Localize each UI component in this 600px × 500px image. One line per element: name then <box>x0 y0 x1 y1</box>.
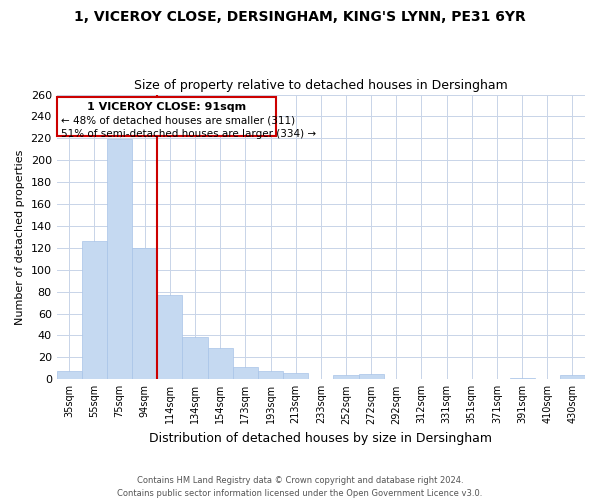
Bar <box>208 348 233 380</box>
Text: ← 48% of detached houses are smaller (311): ← 48% of detached houses are smaller (31… <box>61 116 295 126</box>
Bar <box>359 374 384 380</box>
Text: 51% of semi-detached houses are larger (334) →: 51% of semi-detached houses are larger (… <box>61 128 316 138</box>
Bar <box>509 378 535 380</box>
Bar <box>560 375 585 380</box>
Bar <box>334 375 359 380</box>
Bar <box>56 370 82 380</box>
Y-axis label: Number of detached properties: Number of detached properties <box>15 149 25 324</box>
Text: 1, VICEROY CLOSE, DERSINGHAM, KING'S LYNN, PE31 6YR: 1, VICEROY CLOSE, DERSINGHAM, KING'S LYN… <box>74 10 526 24</box>
X-axis label: Distribution of detached houses by size in Dersingham: Distribution of detached houses by size … <box>149 432 493 445</box>
Bar <box>157 295 182 380</box>
Text: 1 VICEROY CLOSE: 91sqm: 1 VICEROY CLOSE: 91sqm <box>87 102 246 112</box>
Bar <box>132 248 157 380</box>
Title: Size of property relative to detached houses in Dersingham: Size of property relative to detached ho… <box>134 79 508 92</box>
Bar <box>107 140 132 380</box>
Bar <box>57 96 275 136</box>
Bar <box>258 370 283 380</box>
Bar <box>82 242 107 380</box>
Bar <box>233 368 258 380</box>
Bar <box>283 372 308 380</box>
Bar <box>182 336 208 380</box>
Text: Contains HM Land Registry data © Crown copyright and database right 2024.
Contai: Contains HM Land Registry data © Crown c… <box>118 476 482 498</box>
